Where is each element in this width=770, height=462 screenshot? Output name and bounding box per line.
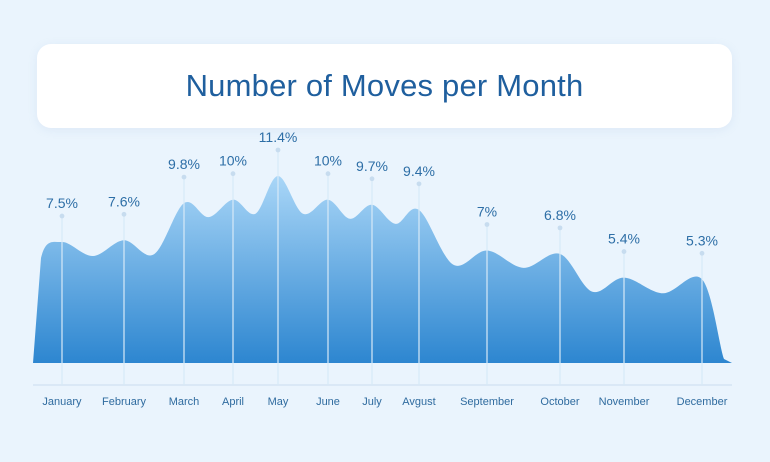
x-tick-label: January <box>42 396 82 408</box>
data-label: 9.7% <box>356 158 388 174</box>
data-point-avgust: 9.4% Avgust <box>402 163 435 408</box>
x-tick-label: May <box>268 396 289 408</box>
data-label: 7% <box>477 203 497 219</box>
data-point-may: 11.4% May <box>259 129 298 408</box>
data-label: 10% <box>219 153 247 169</box>
data-label: 11.4% <box>259 129 298 145</box>
marker-dot <box>275 147 281 153</box>
data-marks: 7.5% January 7.6% February 9.8% March 10% April… <box>42 129 727 408</box>
data-point-february: 7.6% February <box>102 193 147 408</box>
x-tick-label: September <box>460 396 514 408</box>
data-label: 9.8% <box>168 156 200 172</box>
x-tick-label: June <box>316 396 340 408</box>
marker-dot <box>59 213 65 219</box>
data-label: 5.4% <box>608 231 640 247</box>
chart-title: Number of Moves per Month <box>185 68 584 103</box>
data-label: 6.8% <box>544 207 576 223</box>
data-label: 7.5% <box>46 195 78 211</box>
data-point-november: 5.4% November <box>599 231 650 408</box>
area-series <box>33 176 732 363</box>
data-point-march: 9.8% March <box>168 156 200 408</box>
x-tick-label: July <box>362 396 382 408</box>
marker-dot <box>230 171 236 177</box>
marker-dot <box>181 174 187 180</box>
data-label: 10% <box>314 153 342 169</box>
data-point-december: 5.3% December <box>677 232 728 408</box>
data-point-october: 6.8% October <box>540 207 579 408</box>
marker-dot <box>699 250 705 256</box>
x-tick-label: October <box>540 396 579 408</box>
x-tick-label: April <box>222 396 244 408</box>
marker-dot <box>325 171 331 177</box>
data-point-april: 10% April <box>219 153 247 408</box>
marker-dot <box>621 249 627 254</box>
x-tick-label: March <box>169 396 200 408</box>
data-point-september: 7% September <box>460 203 514 408</box>
data-point-july: 9.7% July <box>356 158 388 408</box>
marker-dot <box>416 181 422 187</box>
x-tick-label: November <box>599 396 650 408</box>
x-tick-label: Avgust <box>402 396 435 408</box>
area-layer <box>33 176 732 363</box>
data-label: 5.3% <box>686 232 718 248</box>
data-label: 7.6% <box>108 193 140 209</box>
marker-dot <box>369 176 375 182</box>
x-tick-label: December <box>677 396 728 408</box>
marker-dot <box>121 211 127 217</box>
x-tick-label: February <box>102 396 147 408</box>
data-point-june: 10% June <box>314 153 342 408</box>
data-label: 9.4% <box>403 163 435 179</box>
chart-title-card: Number of Moves per Month <box>37 44 732 128</box>
marker-dot <box>557 225 563 231</box>
marker-dot <box>484 222 490 227</box>
data-point-january: 7.5% January <box>42 195 82 408</box>
